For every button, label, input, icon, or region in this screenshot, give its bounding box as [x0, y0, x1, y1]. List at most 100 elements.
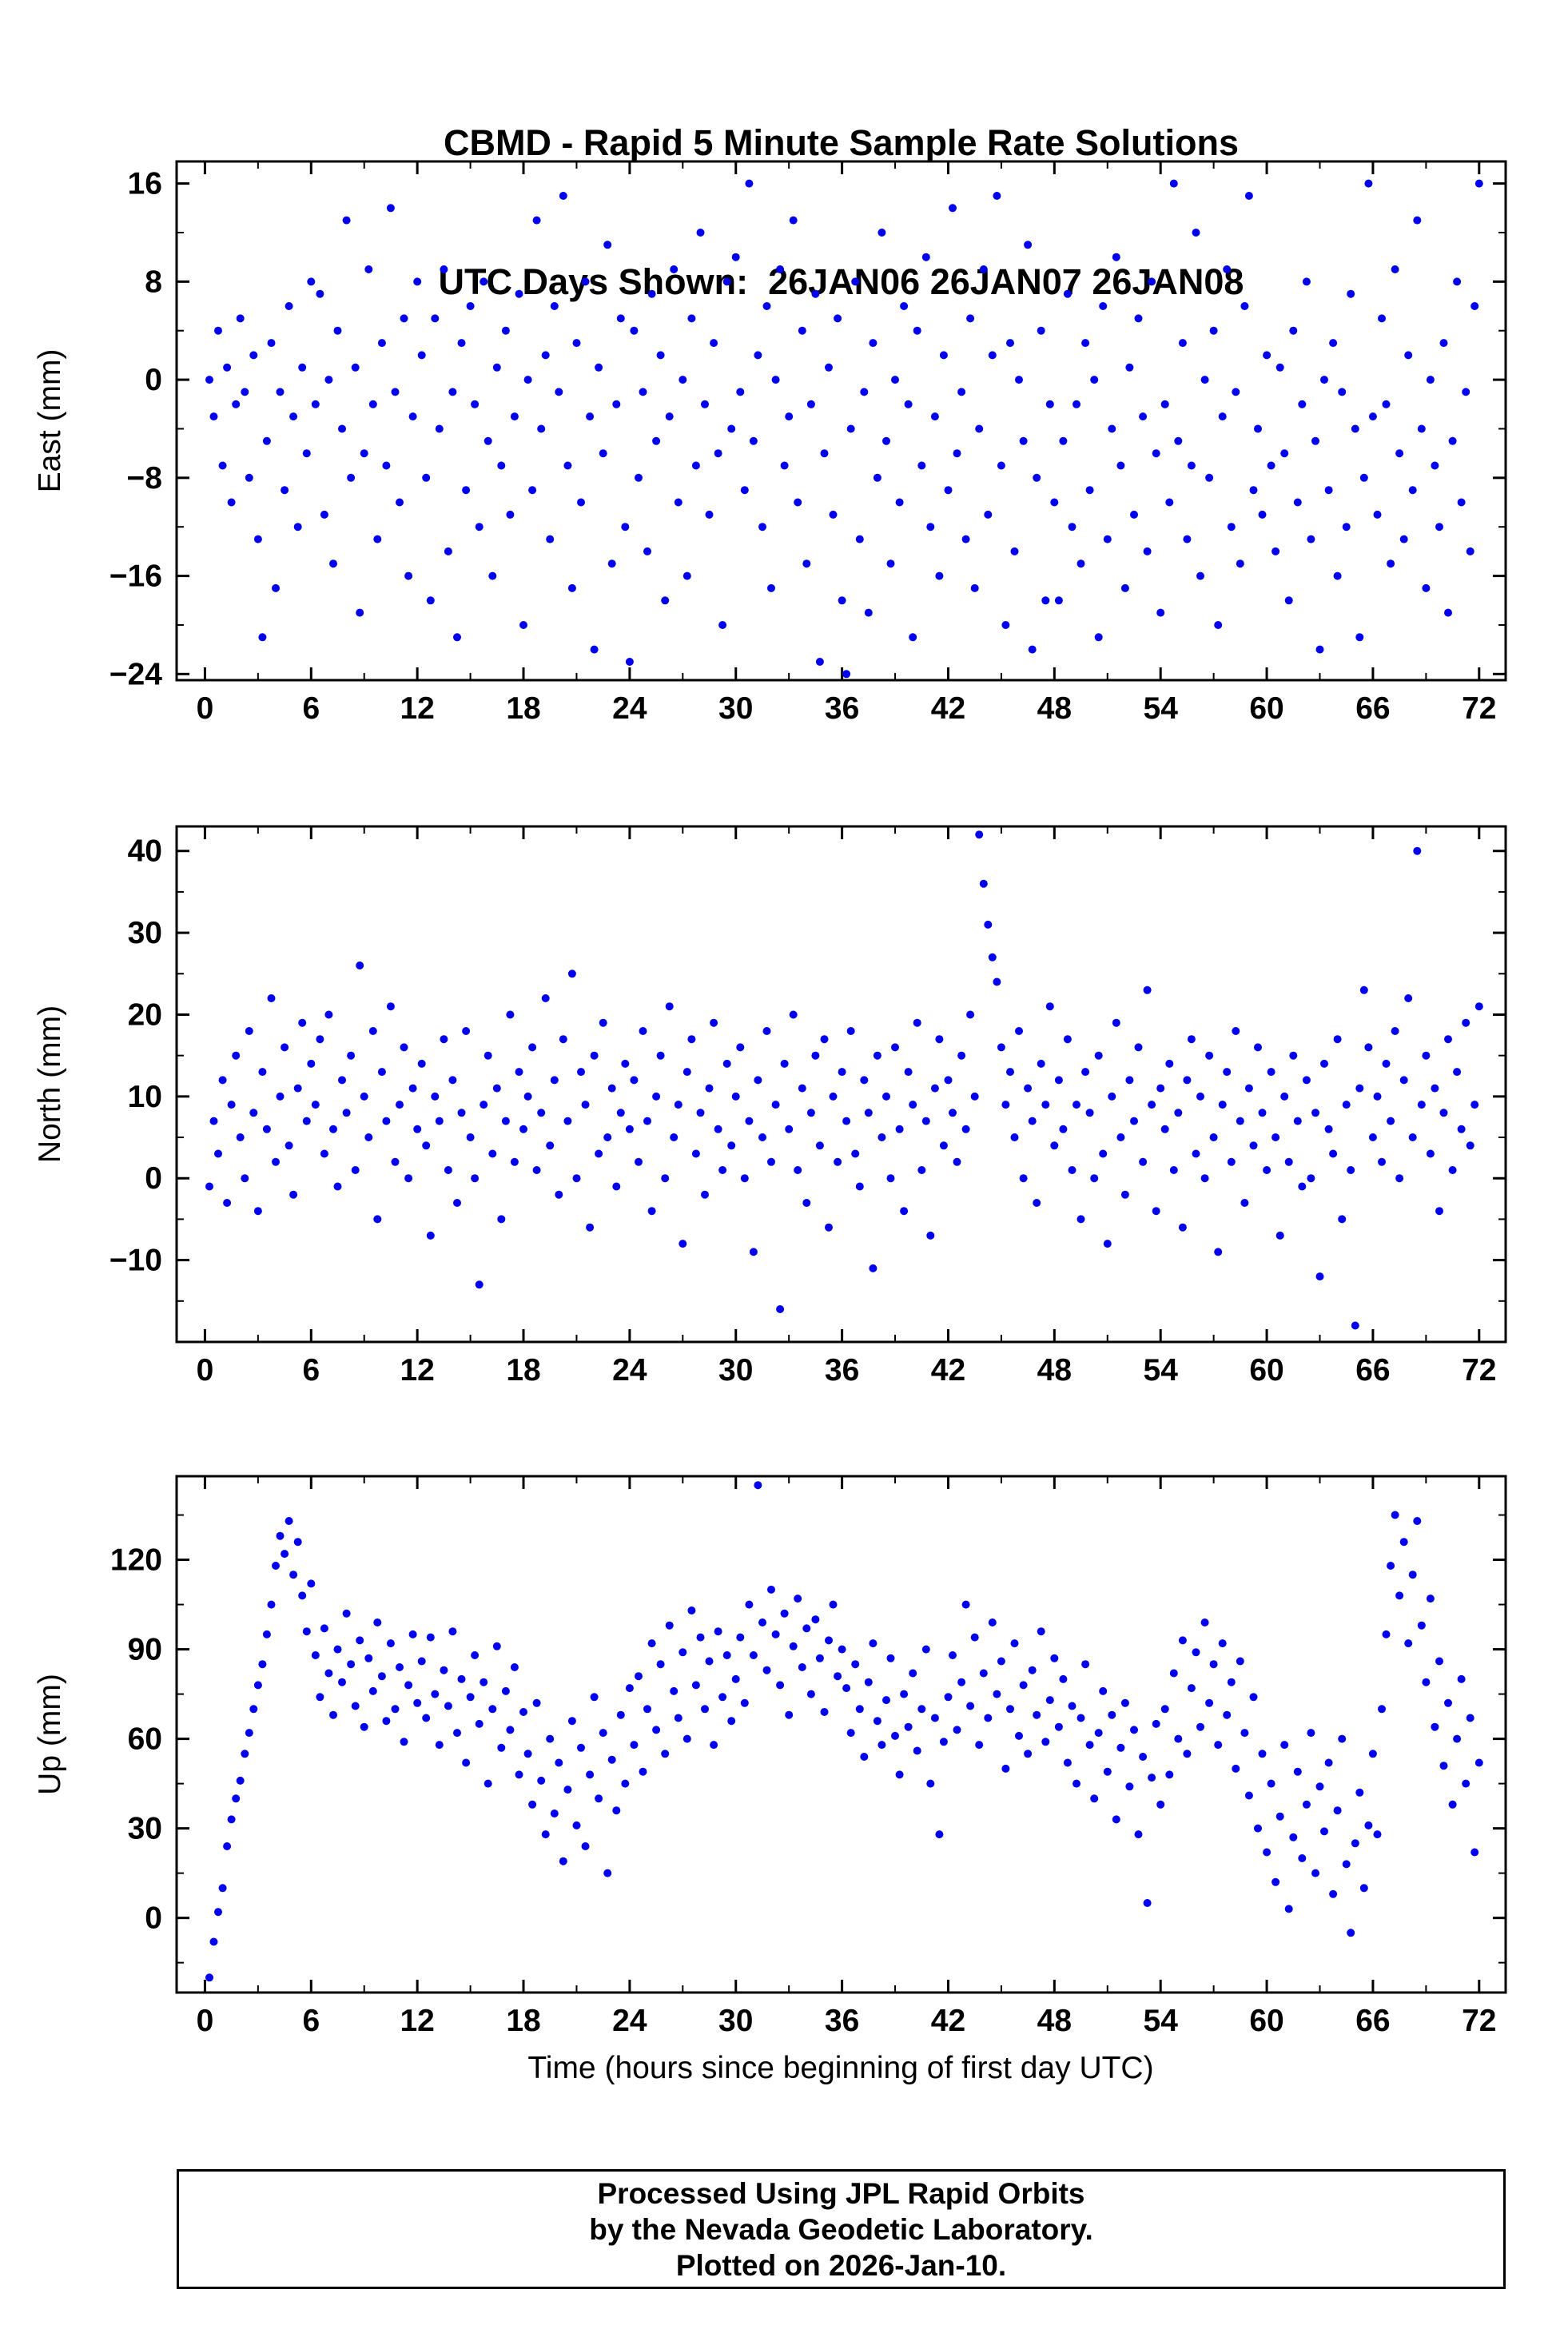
data-point	[736, 388, 745, 396]
data-point	[386, 1002, 395, 1011]
data-point	[1267, 1068, 1275, 1077]
data-point	[1236, 559, 1244, 568]
data-point	[391, 1157, 400, 1166]
data-point	[806, 1690, 815, 1698]
data-point	[440, 1666, 448, 1674]
data-point	[1333, 1035, 1342, 1044]
data-point	[1045, 1002, 1054, 1011]
data-point	[347, 1660, 356, 1669]
data-point	[475, 523, 484, 532]
data-point	[687, 314, 696, 323]
data-point	[1307, 1729, 1315, 1738]
data-point	[1342, 1860, 1351, 1869]
data-point	[258, 633, 267, 642]
data-point	[1223, 1710, 1232, 1719]
data-point	[1453, 1068, 1462, 1077]
data-point	[1435, 1657, 1443, 1666]
data-point	[939, 1738, 948, 1746]
data-point	[356, 961, 364, 969]
data-point	[718, 1166, 727, 1174]
data-point	[949, 204, 957, 213]
data-point	[435, 1741, 444, 1750]
data-point	[1200, 376, 1209, 384]
data-point	[356, 608, 364, 617]
data-point	[701, 1190, 709, 1199]
data-point	[1347, 289, 1355, 298]
data-point	[537, 1776, 546, 1785]
data-point	[957, 388, 966, 396]
data-point	[298, 363, 307, 372]
x-tick-label: 60	[1249, 1353, 1283, 1387]
data-point	[957, 1678, 966, 1686]
data-point	[722, 1651, 731, 1659]
data-point	[515, 289, 523, 298]
title-block: CBMD - Rapid 5 Minute Sample Rate Soluti…	[177, 27, 1506, 398]
data-point	[656, 1051, 665, 1060]
data-point	[356, 1636, 364, 1645]
data-point	[466, 1693, 475, 1702]
data-point	[1244, 192, 1253, 200]
data-point	[966, 314, 975, 323]
data-point	[665, 412, 674, 421]
data-point	[227, 498, 236, 507]
data-point	[731, 1092, 740, 1101]
data-point	[1063, 1035, 1072, 1044]
data-point	[882, 1696, 890, 1705]
x-tick-label: 24	[612, 691, 647, 726]
data-point	[701, 1705, 709, 1714]
data-point	[408, 1084, 417, 1093]
data-point	[639, 388, 647, 396]
data-point	[1187, 461, 1196, 470]
data-point	[1054, 596, 1063, 605]
data-point	[285, 1517, 293, 1525]
data-point	[1355, 633, 1364, 642]
data-point	[267, 994, 276, 1002]
data-point	[1112, 1018, 1120, 1027]
data-point	[1103, 1767, 1112, 1776]
data-point	[674, 1101, 683, 1109]
data-point	[413, 1125, 422, 1133]
data-point	[364, 265, 373, 273]
data-point	[302, 1117, 311, 1125]
data-point	[789, 1642, 798, 1650]
data-point	[1404, 994, 1413, 1002]
data-point	[1227, 1678, 1236, 1686]
data-point	[1378, 1705, 1386, 1714]
data-point	[1457, 1674, 1466, 1683]
data-point	[258, 1660, 267, 1669]
data-point	[825, 1223, 833, 1232]
data-point	[501, 1686, 510, 1695]
data-point	[652, 436, 661, 445]
data-point	[373, 1215, 382, 1224]
data-point	[1417, 1101, 1426, 1109]
data-point	[1232, 1764, 1240, 1773]
data-point	[1368, 1750, 1377, 1758]
data-point	[820, 1035, 829, 1044]
data-point	[1462, 388, 1470, 396]
y-axis-label-east: East (mm)	[33, 349, 67, 493]
y-tick-label: 60	[128, 1722, 162, 1757]
data-point	[272, 1157, 280, 1166]
data-point	[961, 535, 970, 543]
data-point	[1187, 1035, 1196, 1044]
data-point	[1192, 229, 1200, 237]
data-point	[258, 1068, 267, 1077]
data-point	[462, 486, 471, 495]
data-point	[1417, 1621, 1426, 1630]
data-point	[457, 339, 466, 348]
data-point	[1045, 1696, 1054, 1705]
data-point	[567, 583, 576, 592]
data-point	[993, 977, 1001, 986]
data-point	[214, 1908, 222, 1917]
x-tick-label: 48	[1037, 2004, 1072, 2038]
data-point	[825, 363, 833, 372]
data-point	[652, 1092, 661, 1101]
data-point	[577, 1743, 585, 1752]
data-point	[1333, 1806, 1342, 1815]
data-point	[616, 1109, 625, 1117]
data-point	[921, 253, 930, 261]
data-point	[758, 1133, 766, 1141]
data-point	[953, 1157, 961, 1166]
data-point	[1218, 1101, 1227, 1109]
